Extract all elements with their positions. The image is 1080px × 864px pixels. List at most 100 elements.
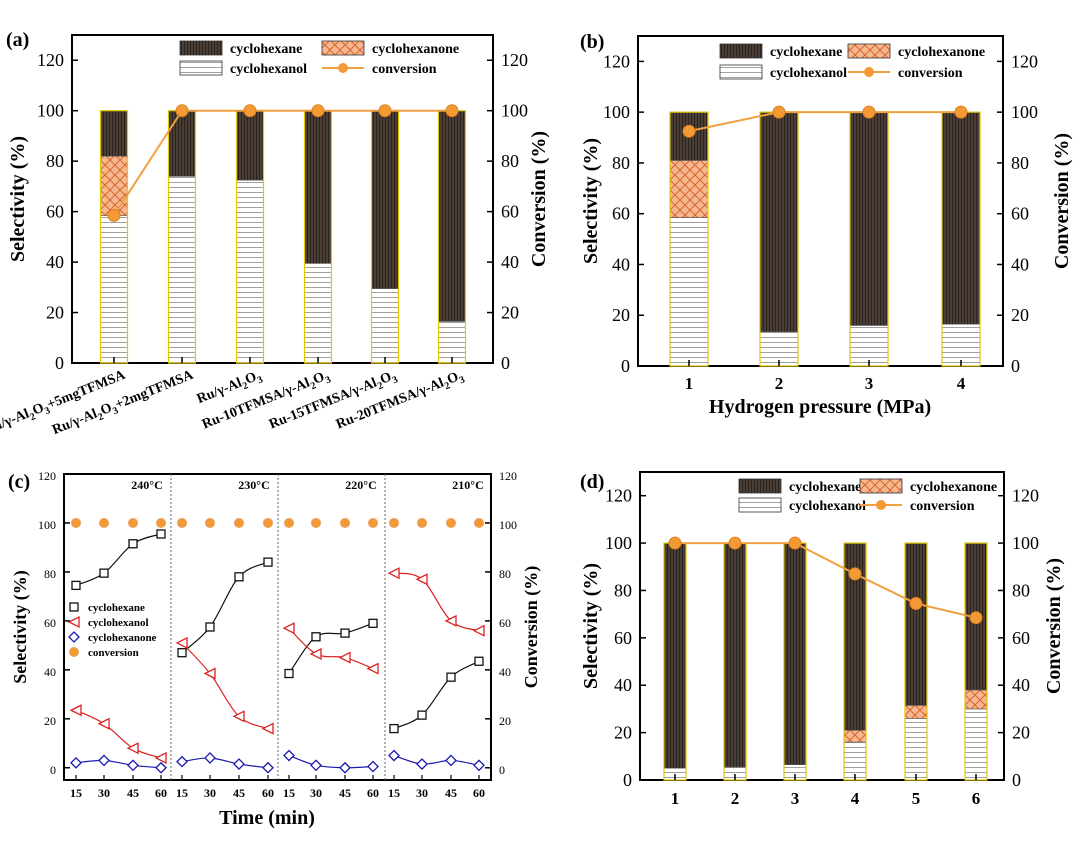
- legend-marker-conversion: [864, 67, 874, 77]
- legend-swatch-cyclohexanol: [738, 497, 782, 513]
- y2-tick-label: 120: [1011, 51, 1038, 71]
- legend-label-cyclohexanone: cyclohexanone: [372, 42, 459, 57]
- bar-cyclohexane: [783, 542, 807, 765]
- y2-tick-label: 100: [1012, 533, 1039, 553]
- point-cyclohexane: [368, 618, 378, 628]
- bar-cyclohexanol: [904, 718, 928, 781]
- point-cyclohexane: [69, 602, 79, 612]
- point-conversion: [446, 517, 456, 528]
- x-tick-label-part: O: [445, 370, 461, 388]
- point-cyclohexanone: [98, 754, 110, 767]
- x-tick-label: 2: [731, 789, 740, 808]
- y-tick-label: 0: [50, 763, 56, 777]
- x-tick-label: 30: [310, 786, 322, 800]
- y2-tick-label: 60: [1012, 628, 1030, 648]
- point-cyclohexanone: [127, 759, 139, 772]
- x-tick-label: 45: [127, 786, 139, 800]
- y2-axis-label: Conversion (%): [1043, 558, 1065, 694]
- point-cyclohexane: [156, 529, 166, 539]
- x-tick-label: 60: [473, 786, 485, 800]
- point-cyclohexane: [205, 622, 215, 632]
- y2-tick-label: 80: [501, 151, 519, 171]
- point-cyclohexanone: [339, 761, 351, 774]
- y2-axis-label: Conversion (%): [528, 131, 550, 267]
- point-cyclohexanone: [445, 754, 457, 767]
- legend-swatch-cyclohexanone: [859, 478, 903, 494]
- conversion-point: [311, 104, 325, 118]
- legend-label-conversion: conversion: [372, 62, 437, 77]
- point-cyclohexanol: [387, 567, 400, 580]
- bar-cyclohexanol: [964, 708, 988, 781]
- y-tick-label: 60: [46, 202, 64, 222]
- bar-cyclohexanol: [849, 325, 889, 367]
- y-tick-label: 100: [37, 101, 64, 121]
- conversion-line: [113, 109, 452, 216]
- conversion-point: [668, 536, 682, 550]
- point-cyclohexanol: [175, 636, 188, 649]
- point-cyclohexanol: [366, 662, 379, 675]
- legend-label-cyclohexanol: cyclohexanol: [88, 617, 149, 629]
- point-cyclohexane: [234, 572, 244, 582]
- conversion-line: [675, 542, 977, 619]
- segment-temperature: 230°C: [238, 478, 269, 492]
- conversion-point: [445, 104, 459, 118]
- x-tick-label: 4: [851, 789, 860, 808]
- point-cyclohexane: [446, 672, 456, 682]
- x-tick-label-part: O: [378, 370, 394, 388]
- y-tick-label: 0: [55, 353, 64, 373]
- x-tick-label: 45: [339, 786, 351, 800]
- bar-cyclohexanone: [904, 705, 928, 719]
- bar-cyclohexanol: [100, 215, 128, 364]
- x-tick-label: 60: [262, 786, 274, 800]
- y2-tick-label: 20: [499, 714, 511, 728]
- y2-tick-label: 0: [501, 353, 510, 373]
- plot-frame: [639, 471, 1005, 781]
- y2-tick-label: 80: [499, 567, 511, 581]
- x-tick-label: 60: [367, 786, 379, 800]
- y2-tick-label: 40: [1012, 675, 1030, 695]
- curve-cyclohexanol: [288, 627, 374, 670]
- panel-tag: (c): [8, 471, 30, 493]
- panel-tag: (a): [6, 29, 29, 51]
- point-conversion: [234, 517, 244, 528]
- y2-tick-label: 0: [1011, 356, 1020, 376]
- bar-cyclohexane: [100, 110, 128, 157]
- legend-swatch-cyclohexane: [179, 40, 223, 56]
- conversion-point: [175, 104, 189, 118]
- y2-tick-label: 80: [1011, 153, 1029, 173]
- y2-tick-label: 100: [1011, 102, 1038, 122]
- conversion-line: [688, 111, 961, 133]
- legend-label-cyclohexane: cyclohexane: [88, 602, 145, 614]
- x-tick-label-part: 2: [241, 380, 250, 392]
- panel-b: 0 0 20 20 40 40 60 60 80 80 100 100 120 120 Selectivit…: [580, 31, 1073, 418]
- y-tick-label: 40: [44, 665, 56, 679]
- legend-swatch-cyclohexane: [738, 478, 782, 494]
- x-tick-label-part: 2: [309, 380, 318, 392]
- y-axis-label: Selectivity (%): [10, 570, 31, 683]
- y-axis-label: Selectivity (%): [580, 563, 602, 689]
- y-axis-label: Selectivity (%): [7, 136, 29, 262]
- y-tick-label: 100: [605, 533, 632, 553]
- bar-cyclohexane: [941, 111, 981, 325]
- y-tick-label: 120: [603, 51, 630, 71]
- curve-cyclohexane: [181, 561, 269, 654]
- y2-tick-label: 20: [1011, 305, 1029, 325]
- y2-tick-label: 60: [499, 616, 511, 630]
- point-cyclohexanol: [67, 615, 80, 629]
- bar-cyclohexanol: [669, 217, 709, 367]
- point-cyclohexane: [99, 568, 109, 578]
- point-conversion: [474, 517, 484, 528]
- x-tick-label-part: 2: [29, 411, 38, 423]
- y2-tick-label: 80: [1012, 580, 1030, 600]
- point-cyclohexanol: [154, 751, 167, 765]
- legend-label-conversion: conversion: [88, 647, 139, 659]
- bar-cyclohexanol: [371, 288, 399, 364]
- x-tick-label: 15: [283, 786, 295, 800]
- conversion-point: [243, 104, 257, 118]
- point-cyclohexanone: [176, 755, 188, 768]
- y-tick-label: 80: [44, 567, 56, 581]
- bar-cyclohexanol: [438, 321, 466, 364]
- point-conversion: [340, 517, 350, 528]
- panel-d: 0 0 20 20 40 40 60 60 80 80 100 100 120 120 Selectivit…: [580, 471, 1065, 808]
- point-cyclohexane: [311, 632, 321, 642]
